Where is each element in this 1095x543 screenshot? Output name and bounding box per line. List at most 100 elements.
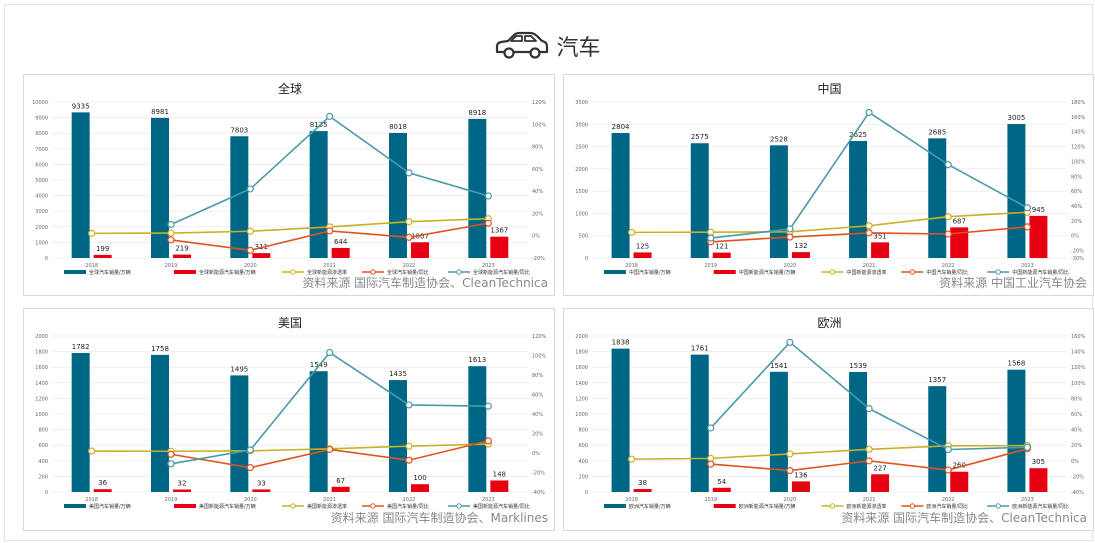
- line-point: [707, 228, 715, 236]
- legend-marker: [995, 503, 1001, 509]
- line-penetration: [91, 217, 489, 235]
- page-header: 汽车: [0, 26, 1095, 66]
- right-tick-label: 120%: [1071, 365, 1086, 371]
- data-label: 1613: [468, 356, 486, 364]
- data-label: 945: [1032, 206, 1045, 214]
- right-tick-label: 100%: [532, 354, 547, 360]
- line-point: [405, 401, 413, 409]
- line-point: [167, 460, 175, 468]
- right-tick-label: 20%: [1071, 443, 1082, 449]
- left-tick-label: 5000: [35, 178, 48, 184]
- data-label: 1367: [490, 227, 508, 235]
- x-tick-label: 2018: [85, 263, 98, 269]
- data-label: 1758: [151, 345, 169, 353]
- left-tick-label: 7000: [35, 147, 48, 153]
- bar-ev-sales: [252, 489, 271, 492]
- legend-label: 欧洲汽车销量/万辆: [629, 503, 671, 510]
- data-label: 38: [638, 479, 647, 487]
- legend-label: 中国新能源渗透率: [847, 269, 887, 276]
- legend-marker: [370, 269, 376, 275]
- line-point: [865, 229, 873, 237]
- bar-total-sales: [151, 117, 169, 259]
- data-label: 32: [178, 480, 187, 488]
- bar-total-sales: [1007, 369, 1026, 492]
- data-label: 1495: [230, 365, 248, 373]
- data-label: 148: [493, 470, 506, 478]
- bar-ev-sales: [490, 236, 509, 258]
- bar-total-sales: [769, 145, 788, 258]
- data-label: 36: [98, 479, 107, 487]
- bar-ev-sales: [712, 252, 731, 258]
- line-point: [246, 446, 254, 454]
- left-tick-label: 1600: [575, 365, 588, 371]
- line-penetration: [631, 211, 1028, 234]
- line-point: [405, 233, 413, 241]
- right-tick-label: -20%: [532, 471, 545, 477]
- data-label: 1838: [612, 339, 630, 347]
- x-tick-label: 2020: [244, 497, 257, 503]
- bar-ev-sales: [950, 227, 969, 258]
- left-tick-label: 0: [585, 256, 588, 262]
- data-label: 2575: [691, 133, 709, 141]
- line-point: [246, 185, 254, 193]
- legend-label: 美国新能源汽车销量/同比: [473, 503, 530, 510]
- left-tick-label: 1000: [35, 412, 48, 418]
- chart-panel-us: 美国 0 200 400 600 800 1000 1200 1400 1600 1800 2000 -…: [23, 308, 555, 531]
- left-tick-label: 1400: [35, 381, 48, 387]
- line-point: [786, 225, 794, 233]
- bar-ev-sales: [633, 489, 652, 492]
- left-tick-label: 500: [578, 234, 588, 240]
- legend-label: 美国新能源渗透率: [307, 503, 347, 510]
- bar-total-sales: [151, 354, 169, 492]
- bar-ev-sales: [633, 252, 652, 258]
- data-label: 3005: [1008, 114, 1026, 122]
- right-tick-label: 100%: [1071, 381, 1086, 387]
- x-tick-label: 2022: [942, 497, 955, 503]
- x-tick-label: 2021: [863, 497, 876, 503]
- data-label: 1541: [770, 362, 788, 370]
- line-point: [865, 445, 873, 453]
- bar-ev-sales: [791, 252, 810, 258]
- bar-ev-sales: [1029, 215, 1048, 258]
- legend-label: 中国汽车销量/万辆: [629, 269, 671, 276]
- line-point: [405, 218, 413, 226]
- data-label: 1435: [389, 370, 407, 378]
- line-point: [786, 450, 794, 458]
- line-point: [627, 228, 636, 236]
- data-label: 121: [715, 243, 728, 251]
- line-point: [1023, 223, 1032, 231]
- data-label: 67: [336, 477, 345, 485]
- right-tick-label: 180%: [1071, 100, 1086, 106]
- right-tick-label: 60%: [1071, 412, 1082, 418]
- left-tick-label: 4000: [35, 194, 48, 200]
- line-point: [326, 445, 334, 454]
- right-tick-label: 160%: [1071, 115, 1086, 121]
- bar-ev-sales: [1029, 468, 1048, 492]
- left-tick-label: 1000: [35, 240, 48, 246]
- right-tick-label: 80%: [532, 145, 543, 151]
- chart-title: 全球: [278, 81, 302, 96]
- left-tick-label: 2500: [575, 145, 588, 151]
- data-label: 8135: [310, 121, 328, 129]
- line-point: [707, 424, 715, 432]
- source-note-global: 资料来源 国际汽车制造协会、CleanTechnica: [302, 276, 548, 290]
- left-tick-label: 600: [578, 443, 588, 449]
- data-label: 1539: [849, 362, 867, 370]
- data-label: 260: [953, 462, 966, 470]
- legend-label: 全球汽车销量/万辆: [89, 269, 131, 276]
- line-point: [944, 445, 952, 454]
- left-tick-label: 1000: [575, 412, 588, 418]
- right-tick-label: 20%: [1071, 219, 1082, 225]
- line-point: [944, 213, 952, 221]
- right-tick-label: 120%: [1071, 145, 1086, 151]
- right-tick-label: 20%: [532, 211, 543, 217]
- bar-total-sales: [71, 353, 90, 492]
- left-tick-label: 1500: [575, 189, 588, 195]
- line-point: [1023, 443, 1032, 451]
- source-note-europe: 资料来源 国际汽车制造协会、CleanTechnica: [841, 511, 1087, 525]
- bar-ev-sales: [950, 471, 969, 492]
- right-tick-label: -40%: [532, 490, 545, 496]
- data-label: 1782: [72, 343, 90, 351]
- line-point: [326, 348, 334, 357]
- line-point: [167, 220, 175, 229]
